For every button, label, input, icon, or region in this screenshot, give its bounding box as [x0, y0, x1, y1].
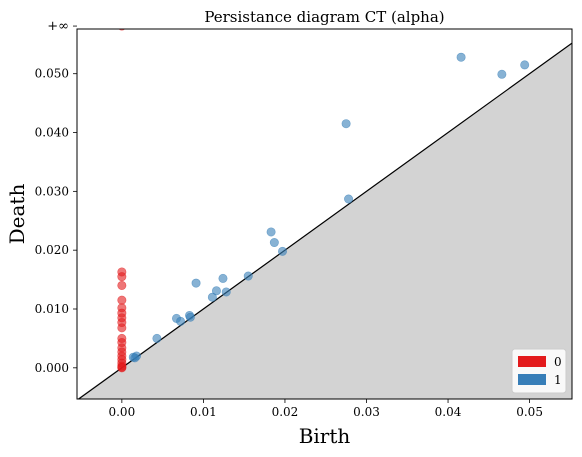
data-point [243, 271, 253, 281]
x-axis-label: Birth [299, 424, 351, 448]
data-point [266, 227, 276, 237]
data-point [207, 292, 217, 302]
y-tick-label: 0.030 [35, 184, 69, 198]
y-tick-label: 0.020 [35, 243, 69, 257]
y-tick-label: 0.000 [35, 361, 69, 375]
x-tick-label: 0.03 [353, 405, 380, 419]
legend-label: 0 [554, 355, 562, 369]
data-point [456, 52, 466, 62]
data-point [278, 246, 288, 256]
data-point [191, 278, 201, 288]
x-tick-label: 0.02 [272, 405, 299, 419]
data-point [211, 286, 221, 296]
data-point [218, 273, 228, 283]
y-tick-label-infinity: +∞ [47, 19, 69, 34]
chart-title: Persistance diagram CT (alpha) [204, 8, 444, 26]
data-point [117, 323, 127, 333]
y-tick-label: 0.010 [35, 302, 69, 316]
below-diagonal-region [77, 29, 572, 399]
data-point [520, 60, 530, 70]
x-tick-label: 0.04 [435, 405, 462, 419]
axes-frame [76, 28, 573, 400]
legend-label: 1 [554, 373, 562, 387]
data-point [117, 363, 127, 373]
y-tick-label: 0.050 [35, 67, 69, 81]
data-point [152, 333, 162, 343]
data-point [497, 69, 507, 79]
y-axis-label: Death [5, 184, 29, 245]
legend: 01 [511, 348, 567, 394]
data-point [130, 353, 140, 363]
legend-swatch [518, 374, 546, 385]
y-tick-label: 0.040 [35, 126, 69, 140]
data-point [221, 287, 231, 297]
x-tick-label: 0.01 [190, 405, 217, 419]
legend-swatch [518, 356, 546, 367]
data-point [117, 295, 127, 305]
data-point [176, 316, 186, 326]
data-point [341, 119, 351, 129]
data-point [185, 312, 195, 322]
data-point [117, 272, 127, 282]
data-point [344, 194, 354, 204]
x-tick-label: 0.05 [516, 405, 543, 419]
data-point [117, 280, 127, 290]
x-tick-label: 0.00 [108, 405, 135, 419]
data-point [269, 238, 279, 248]
